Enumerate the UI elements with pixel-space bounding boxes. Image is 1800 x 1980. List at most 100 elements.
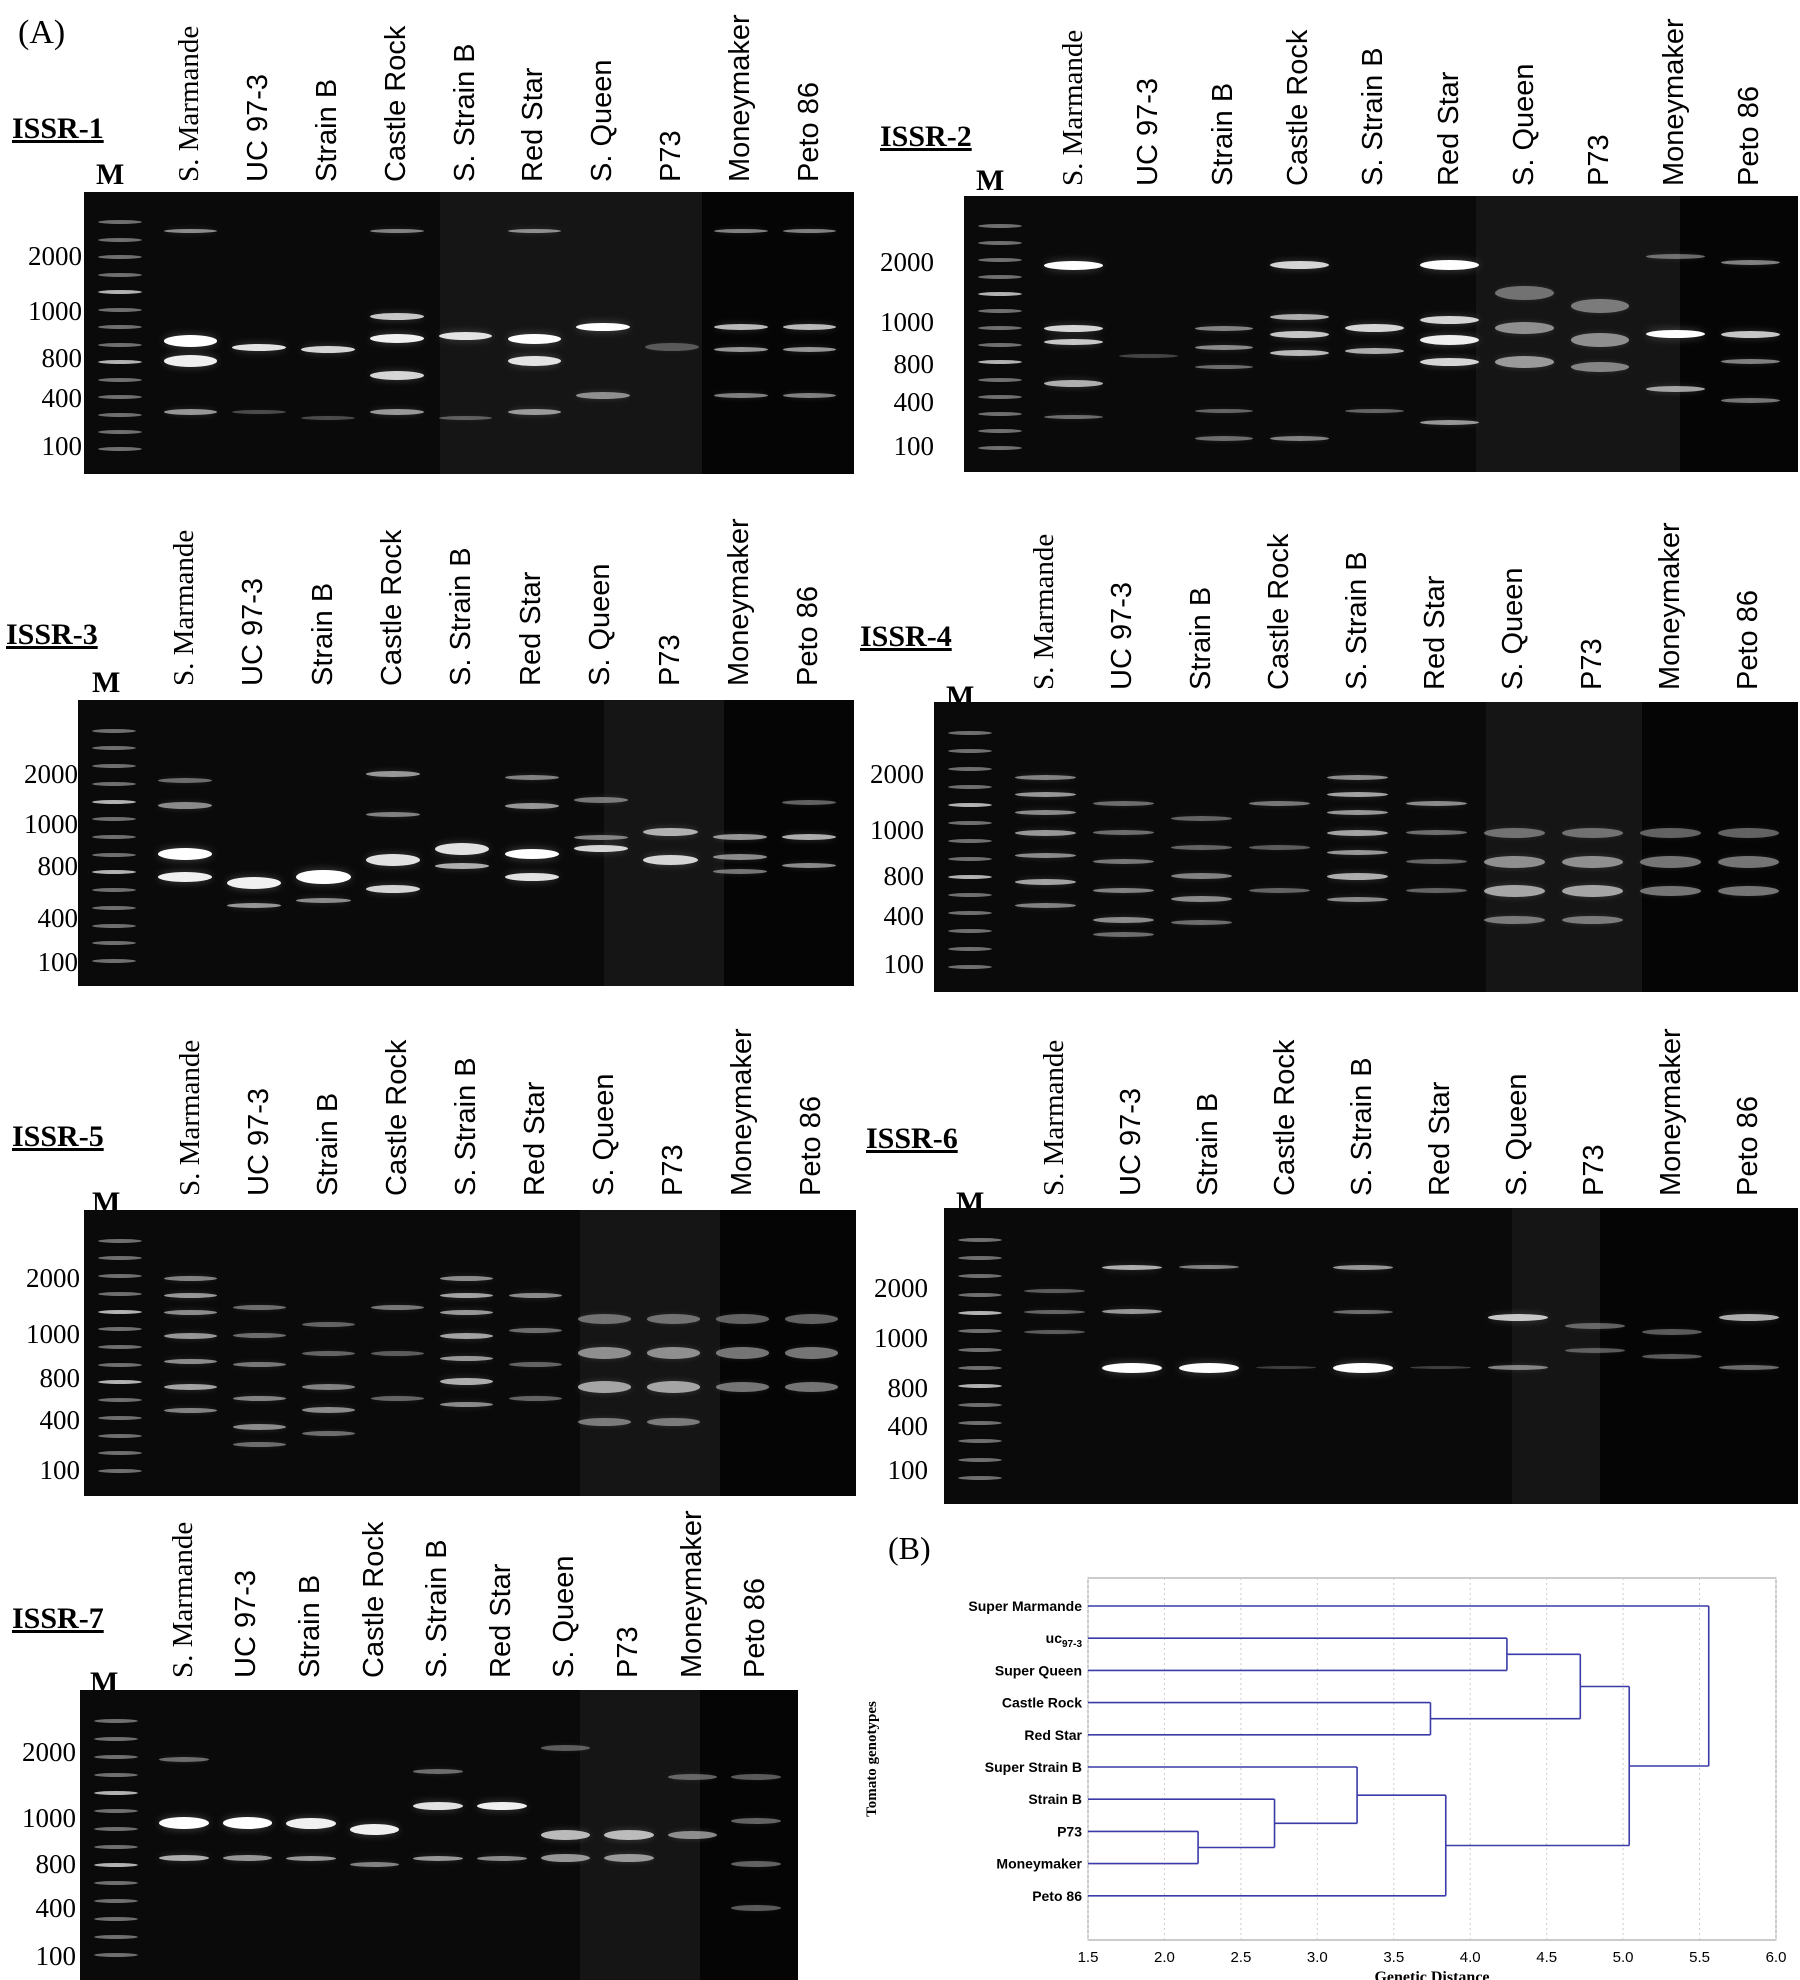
ladder-band	[92, 781, 136, 786]
gel-band	[1327, 850, 1389, 856]
ladder-band	[98, 1451, 142, 1456]
gel-band	[1101, 1362, 1162, 1373]
x-tick-label: 6.0	[1766, 1949, 1787, 1966]
gel-band	[577, 1417, 632, 1426]
gel-band	[369, 229, 424, 234]
gel-band	[667, 1774, 718, 1780]
lane-label: UC 97-3	[230, 1570, 263, 1678]
size-label: 400	[883, 901, 925, 931]
ladder-band	[978, 411, 1022, 416]
gel-band	[1564, 1323, 1626, 1330]
gel-band	[1645, 330, 1705, 338]
gel-title: ISSR-7	[12, 1602, 104, 1635]
ladder-band	[948, 964, 992, 969]
size-label: 800	[893, 349, 935, 379]
size-label: 1000	[22, 1803, 76, 1833]
gel-band	[439, 1276, 494, 1282]
gel-band	[365, 884, 420, 893]
gel-band	[227, 877, 282, 890]
gel-band	[1092, 916, 1154, 923]
gel-band	[369, 334, 424, 344]
gel-band	[1562, 884, 1623, 897]
ladder-band	[98, 1274, 142, 1279]
lane-label: S. Marmande	[173, 1039, 206, 1196]
size-label: 800	[39, 1363, 81, 1393]
gel-band	[715, 1347, 770, 1359]
gel-band	[232, 1333, 287, 1339]
gel-band	[1487, 1314, 1548, 1322]
gel-band	[1405, 801, 1467, 806]
lane-label: Moneymaker	[1655, 1028, 1688, 1196]
ladder-band	[958, 1329, 1002, 1334]
gel-band	[1718, 855, 1780, 868]
leaf-label: Strain B	[1028, 1791, 1082, 1807]
gel-band	[1269, 314, 1329, 321]
gel-band	[646, 1347, 701, 1359]
gel-band	[232, 343, 287, 351]
ladder-band	[98, 395, 142, 400]
lane-label: S. Marmande	[1056, 29, 1089, 186]
ladder-band	[978, 240, 1022, 245]
ladder-band	[94, 1736, 138, 1741]
ladder-band	[948, 910, 992, 915]
gel-band	[1562, 855, 1623, 868]
gel-band	[301, 1407, 356, 1414]
gel-band	[232, 1361, 287, 1367]
gel-band	[1194, 325, 1254, 331]
gel-band	[163, 1332, 218, 1339]
gel-band	[1044, 339, 1103, 346]
gel-image	[934, 702, 1798, 992]
ladder-band	[98, 447, 142, 452]
gel-region	[1512, 1208, 1600, 1504]
ladder-band	[98, 377, 142, 382]
gel-band	[784, 1313, 839, 1324]
gel-band	[1405, 859, 1467, 864]
gel-band	[296, 897, 351, 903]
ladder-band	[98, 307, 142, 312]
marker-label: M	[96, 158, 125, 191]
gel-band	[476, 1802, 527, 1810]
gel-band	[413, 1855, 463, 1861]
x-tick-label: 1.5	[1078, 1949, 1099, 1966]
gel-band	[1101, 1309, 1162, 1315]
lane-label: Castle Rock	[357, 1521, 390, 1678]
gel-band	[1178, 1265, 1240, 1270]
lane-label: Red Star	[518, 1081, 551, 1196]
gel-band	[1327, 774, 1389, 780]
lane-label: S. Queen	[587, 1073, 620, 1196]
gel-band	[1327, 809, 1389, 815]
ladder-band	[98, 1327, 142, 1332]
lane-label: Red Star	[514, 571, 547, 686]
gel-band	[1719, 1365, 1780, 1371]
leaf-label: Red Star	[1024, 1727, 1082, 1743]
gel-band	[508, 1327, 563, 1333]
gel-band	[1562, 915, 1623, 924]
lane-label: Peto 86	[792, 586, 825, 686]
gel-band	[646, 1417, 701, 1426]
ladder-band	[92, 870, 136, 875]
ladder-band	[98, 360, 142, 365]
gel-band	[1194, 365, 1254, 370]
ladder-band	[92, 764, 136, 769]
lane-label: Castle Rock	[380, 1039, 413, 1196]
ladder-band	[958, 1347, 1002, 1352]
gel-band	[157, 848, 212, 861]
gel-band	[1420, 419, 1479, 425]
gel-band	[504, 873, 559, 882]
lane-label: UC 97-3	[1114, 1088, 1147, 1196]
lane-label: Red Star	[484, 1563, 517, 1678]
gel-band	[504, 802, 559, 809]
size-label: 800	[37, 851, 79, 881]
size-label: 100	[883, 949, 925, 979]
lane-label: UC 97-3	[242, 74, 275, 182]
lane-label: Strain B	[1207, 82, 1239, 186]
gel-band	[1171, 896, 1232, 903]
gel-band	[782, 324, 837, 331]
gel-band	[158, 1757, 209, 1763]
ladder-band	[98, 1344, 142, 1349]
ladder-band	[94, 1934, 138, 1939]
gel-band	[1194, 345, 1254, 351]
gel-band	[508, 1396, 563, 1402]
gel-band	[1420, 260, 1479, 270]
ladder-band	[98, 1362, 142, 1367]
